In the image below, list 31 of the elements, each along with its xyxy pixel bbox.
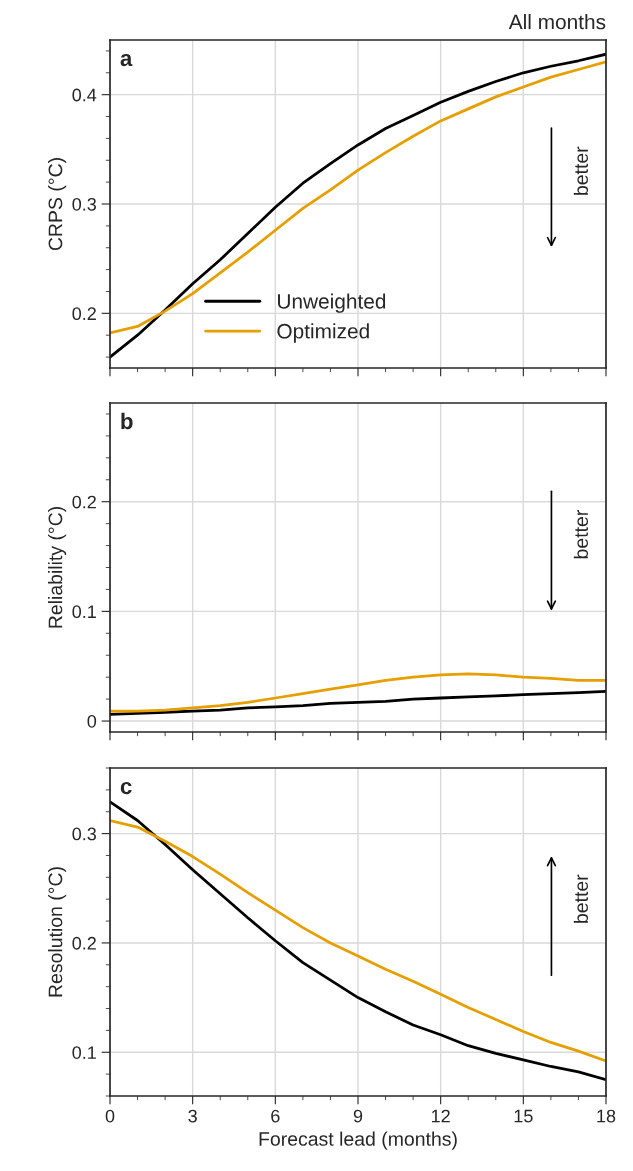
y-tick-label: 0.2 — [72, 936, 96, 950]
y-axis-title: CRPS (°C) — [48, 158, 67, 251]
x-tick-label: 15 — [514, 1109, 533, 1123]
x-tick-label: 0 — [105, 1109, 115, 1123]
y-tick-label: 0.4 — [72, 88, 97, 102]
y-axis-title: Reliability (°C) — [48, 507, 67, 628]
y-tick-label: 0.1 — [72, 1046, 96, 1059]
y-tick-label: 0 — [87, 714, 97, 728]
x-tick-label: 12 — [432, 1109, 450, 1123]
x-tick-label: 18 — [597, 1109, 616, 1123]
y-tick-label: 0.2 — [72, 307, 96, 321]
x-tick-label: 6 — [271, 1109, 280, 1123]
x-tick-label: 3 — [188, 1109, 197, 1123]
y-tick-label: 0.3 — [72, 827, 97, 841]
line-series — [110, 690, 606, 716]
chart-title: a — [120, 53, 133, 67]
chart-subtitle: All months — [508, 14, 606, 30]
chart-title: c — [120, 781, 132, 795]
y-tick-label: 0.1 — [72, 605, 96, 619]
annotation: better — [573, 510, 589, 559]
line-series — [110, 672, 606, 713]
y-tick-label: 0.2 — [72, 495, 96, 509]
y-tick-label: 0.3 — [72, 197, 97, 211]
x-tick-label: 9 — [353, 1109, 363, 1123]
x-axis-title: Forecast lead (months) — [259, 1131, 457, 1150]
legend-label: Unweighted — [278, 293, 386, 313]
y-axis-title: Resolution (°C) — [48, 867, 67, 997]
annotation: better — [573, 146, 589, 195]
legend-label: Optimized — [277, 323, 369, 343]
chart-title: b — [121, 412, 133, 430]
annotation: better — [573, 874, 589, 923]
